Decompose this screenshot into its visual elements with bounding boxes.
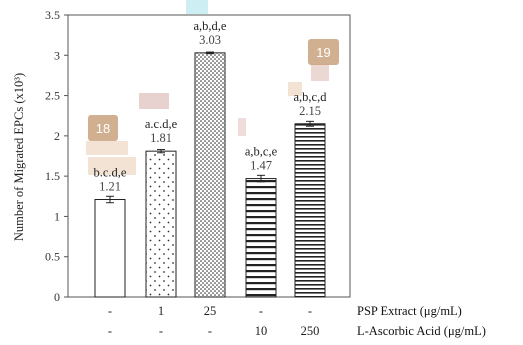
bar <box>245 178 277 298</box>
bar <box>194 52 226 298</box>
bar <box>94 199 126 298</box>
y-tick-label: 1.5 <box>45 169 60 183</box>
data-label: 1.47 <box>250 159 272 173</box>
y-tick-label: 1 <box>54 209 60 223</box>
significance-label: a,b,c,e <box>245 145 278 159</box>
treatment-cell: - <box>259 304 263 318</box>
significance-label: a,b,d,e <box>194 19 227 33</box>
treatment-cell: - <box>108 324 112 338</box>
badge-19-text: 19 <box>316 45 330 60</box>
bar <box>145 150 177 298</box>
treatment-cell: - <box>108 304 112 318</box>
data-label: 1.81 <box>150 131 172 145</box>
badge-19: 19 <box>308 39 339 65</box>
beige-highlight-1 <box>86 141 128 155</box>
treatment-rows: PSP Extract (μg/mL) L-Ascorbic Acid (μg/… <box>108 304 486 338</box>
y-tick-label: 0 <box>54 290 60 304</box>
y-tick-label: 3 <box>54 48 60 62</box>
treatment-cell: - <box>208 324 212 338</box>
cyan-highlight <box>186 0 208 14</box>
treatment-cell: 250 <box>301 324 320 338</box>
treatment-cell: 25 <box>204 304 217 318</box>
significance-label: a,b,c,d <box>294 90 328 104</box>
treatment-cell: - <box>308 304 312 318</box>
significance-label: b.c.d,e <box>94 166 127 180</box>
row-title-psp: PSP Extract (μg/mL) <box>357 304 462 318</box>
y-tick-label: 3.5 <box>45 8 60 22</box>
badge-18-text: 18 <box>96 121 110 136</box>
beige-highlight-3 <box>288 82 302 96</box>
data-label: 1.21 <box>99 180 121 194</box>
rose-highlight-3 <box>311 64 329 81</box>
treatment-cell: - <box>159 324 163 338</box>
data-label: 2.15 <box>299 104 321 118</box>
significance-label: a.c.d,e <box>145 117 178 131</box>
y-tick-label: 2.5 <box>45 89 60 103</box>
beige-highlight-2 <box>88 157 136 175</box>
highlight-blocks <box>86 0 329 175</box>
y-tick-label: 0.5 <box>45 250 60 264</box>
treatment-cell: 10 <box>255 324 268 338</box>
y-axis-label: Number of Migrated EPCs (x10³) <box>12 73 26 241</box>
rose-highlight-1 <box>139 93 169 109</box>
y-tick-label: 2 <box>54 129 60 143</box>
plot-area: 0 0.5 1 1.5 2 2.5 3 3.5 1.21b.c.d,e 1.81a.c.d,e 3.… <box>45 8 351 304</box>
row-title-ascorbic: L-Ascorbic Acid (μg/mL) <box>357 324 486 338</box>
data-label: 3.03 <box>199 33 221 47</box>
bar <box>294 123 326 298</box>
rose-highlight-2 <box>238 118 246 136</box>
treatment-cell: 1 <box>158 304 164 318</box>
badge-18: 18 <box>88 115 118 141</box>
